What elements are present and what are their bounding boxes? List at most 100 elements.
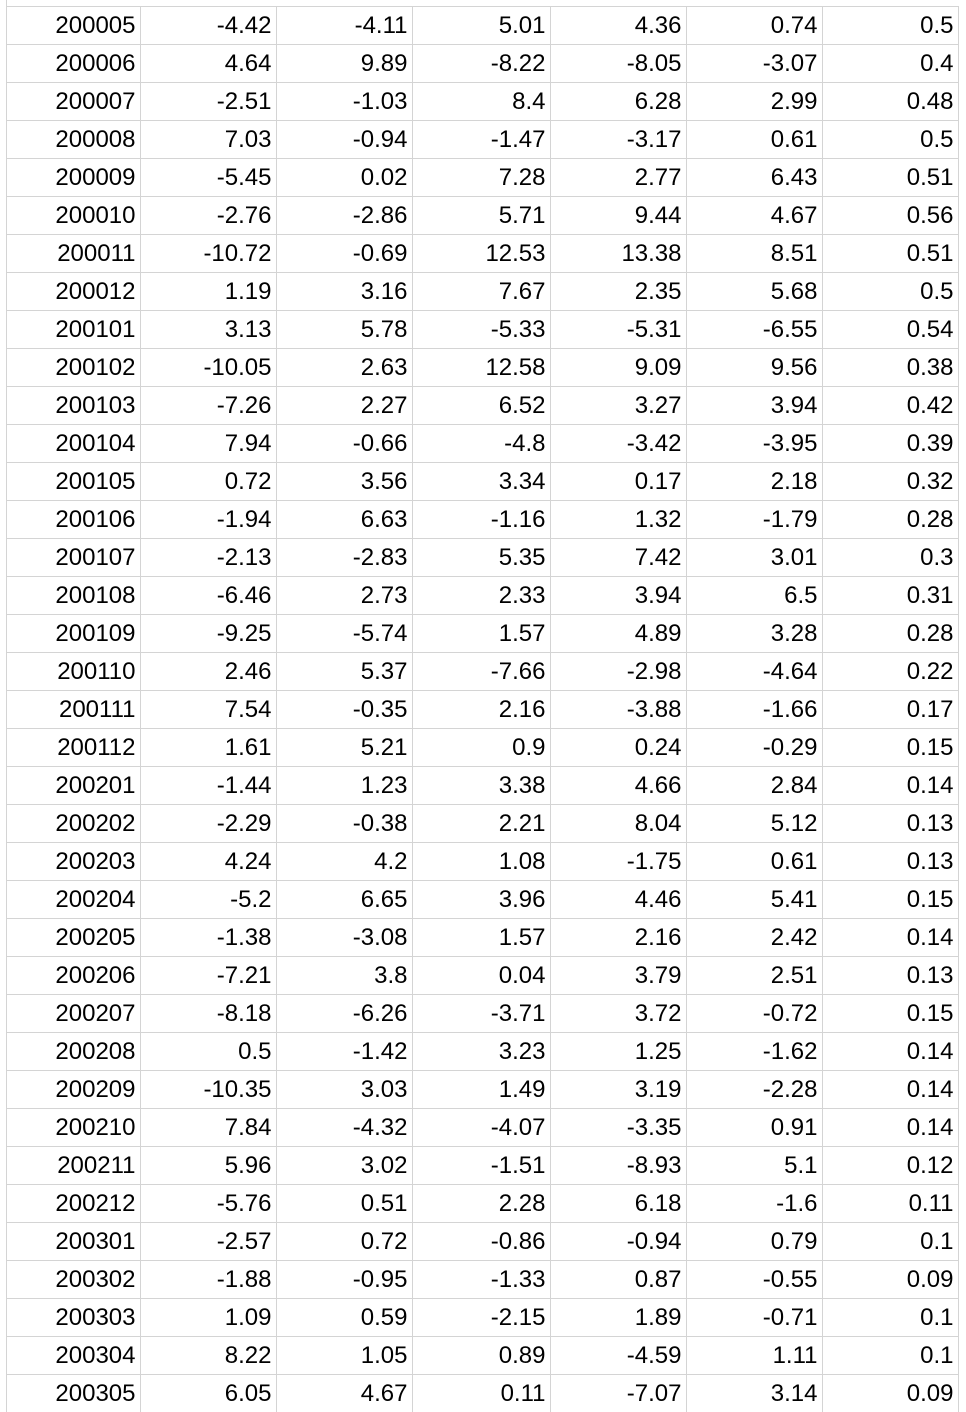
value-cell[interactable]: 0.38 xyxy=(822,348,959,387)
period-cell[interactable]: 200210 xyxy=(6,1108,141,1147)
period-cell[interactable]: 200211 xyxy=(6,1146,141,1185)
value-cell[interactable]: 0.31 xyxy=(822,576,959,615)
period-cell[interactable]: 200302 xyxy=(6,1260,141,1299)
value-cell[interactable]: 3.38 xyxy=(412,766,551,805)
value-cell[interactable]: 3.94 xyxy=(550,576,687,615)
value-cell[interactable]: 7.28 xyxy=(412,158,551,197)
value-cell[interactable]: 0.14 xyxy=(822,1032,959,1071)
value-cell[interactable]: -2.76 xyxy=(140,196,277,235)
value-cell[interactable]: 1.23 xyxy=(276,766,413,805)
period-cell[interactable]: 200107 xyxy=(6,538,141,577)
value-cell[interactable]: -4.07 xyxy=(412,1108,551,1147)
value-cell[interactable]: 0.13 xyxy=(822,804,959,843)
value-cell[interactable]: 0.9 xyxy=(412,728,551,767)
value-cell[interactable]: 0.74 xyxy=(686,6,823,45)
value-cell[interactable]: 7.54 xyxy=(140,690,277,729)
value-cell[interactable]: 1.32 xyxy=(550,500,687,539)
period-cell[interactable]: 200212 xyxy=(6,1184,141,1223)
value-cell[interactable]: -1.66 xyxy=(686,690,823,729)
value-cell[interactable]: -7.07 xyxy=(550,1374,687,1412)
value-cell[interactable]: 0.17 xyxy=(822,690,959,729)
value-cell[interactable]: -6.46 xyxy=(140,576,277,615)
value-cell[interactable]: 3.14 xyxy=(686,1374,823,1412)
value-cell[interactable]: -2.29 xyxy=(140,804,277,843)
value-cell[interactable]: 3.56 xyxy=(276,462,413,501)
period-cell[interactable]: 200206 xyxy=(6,956,141,995)
value-cell[interactable]: 3.96 xyxy=(412,880,551,919)
value-cell[interactable]: 2.16 xyxy=(550,918,687,957)
value-cell[interactable]: -4.42 xyxy=(140,6,277,45)
value-cell[interactable]: -8.18 xyxy=(140,994,277,1033)
value-cell[interactable]: 3.23 xyxy=(412,1032,551,1071)
value-cell[interactable]: 1.25 xyxy=(550,1032,687,1071)
value-cell[interactable]: 12.53 xyxy=(412,234,551,273)
value-cell[interactable]: -3.71 xyxy=(412,994,551,1033)
value-cell[interactable]: 0.13 xyxy=(822,842,959,881)
value-cell[interactable]: 3.02 xyxy=(276,1146,413,1185)
value-cell[interactable]: -3.88 xyxy=(550,690,687,729)
value-cell[interactable]: 0.15 xyxy=(822,994,959,1033)
value-cell[interactable]: -9.25 xyxy=(140,614,277,653)
value-cell[interactable]: 7.67 xyxy=(412,272,551,311)
value-cell[interactable]: 2.33 xyxy=(412,576,551,615)
value-cell[interactable]: -4.11 xyxy=(276,6,413,45)
value-cell[interactable]: 0.1 xyxy=(822,1336,959,1375)
value-cell[interactable]: 13.38 xyxy=(550,234,687,273)
value-cell[interactable]: 2.46 xyxy=(140,652,277,691)
value-cell[interactable]: -1.62 xyxy=(686,1032,823,1071)
value-cell[interactable]: 0.3 xyxy=(822,538,959,577)
period-cell[interactable]: 200006 xyxy=(6,44,141,83)
value-cell[interactable]: -10.05 xyxy=(140,348,277,387)
value-cell[interactable]: 2.35 xyxy=(550,272,687,311)
value-cell[interactable]: -10.35 xyxy=(140,1070,277,1109)
value-cell[interactable]: 6.63 xyxy=(276,500,413,539)
value-cell[interactable]: 0.1 xyxy=(822,1298,959,1337)
value-cell[interactable]: 5.21 xyxy=(276,728,413,767)
period-cell[interactable]: 200005 xyxy=(6,6,141,45)
value-cell[interactable]: -5.31 xyxy=(550,310,687,349)
value-cell[interactable]: -0.29 xyxy=(686,728,823,767)
value-cell[interactable]: -4.59 xyxy=(550,1336,687,1375)
value-cell[interactable]: -3.07 xyxy=(686,44,823,83)
value-cell[interactable]: 7.42 xyxy=(550,538,687,577)
value-cell[interactable]: 0.11 xyxy=(822,1184,959,1223)
value-cell[interactable]: 2.77 xyxy=(550,158,687,197)
value-cell[interactable]: 4.66 xyxy=(550,766,687,805)
value-cell[interactable]: -10.72 xyxy=(140,234,277,273)
value-cell[interactable]: 3.94 xyxy=(686,386,823,425)
value-cell[interactable]: 9.44 xyxy=(550,196,687,235)
value-cell[interactable]: -6.26 xyxy=(276,994,413,1033)
value-cell[interactable]: 6.05 xyxy=(140,1374,277,1412)
value-cell[interactable]: 0.5 xyxy=(822,120,959,159)
value-cell[interactable]: 3.79 xyxy=(550,956,687,995)
value-cell[interactable]: -2.83 xyxy=(276,538,413,577)
value-cell[interactable]: 3.8 xyxy=(276,956,413,995)
value-cell[interactable]: -6.55 xyxy=(686,310,823,349)
period-cell[interactable]: 200202 xyxy=(6,804,141,843)
value-cell[interactable]: -1.03 xyxy=(276,82,413,121)
value-cell[interactable]: 0.04 xyxy=(412,956,551,995)
value-cell[interactable]: -4.32 xyxy=(276,1108,413,1147)
value-cell[interactable]: 2.42 xyxy=(686,918,823,957)
value-cell[interactable]: 8.51 xyxy=(686,234,823,273)
value-cell[interactable]: -7.26 xyxy=(140,386,277,425)
value-cell[interactable]: -1.6 xyxy=(686,1184,823,1223)
period-cell[interactable]: 200106 xyxy=(6,500,141,539)
period-cell[interactable]: 200203 xyxy=(6,842,141,881)
period-cell[interactable]: 200303 xyxy=(6,1298,141,1337)
value-cell[interactable]: 1.19 xyxy=(140,272,277,311)
value-cell[interactable]: 0.17 xyxy=(550,462,687,501)
value-cell[interactable]: -7.66 xyxy=(412,652,551,691)
value-cell[interactable]: -0.55 xyxy=(686,1260,823,1299)
value-cell[interactable]: 5.01 xyxy=(412,6,551,45)
value-cell[interactable]: 0.56 xyxy=(822,196,959,235)
period-cell[interactable]: 200205 xyxy=(6,918,141,957)
value-cell[interactable]: -2.51 xyxy=(140,82,277,121)
value-cell[interactable]: 0.1 xyxy=(822,1222,959,1261)
period-cell[interactable]: 200104 xyxy=(6,424,141,463)
period-cell[interactable]: 200009 xyxy=(6,158,141,197)
value-cell[interactable]: -3.08 xyxy=(276,918,413,957)
value-cell[interactable]: 4.36 xyxy=(550,6,687,45)
value-cell[interactable]: 1.57 xyxy=(412,918,551,957)
period-cell[interactable]: 200103 xyxy=(6,386,141,425)
